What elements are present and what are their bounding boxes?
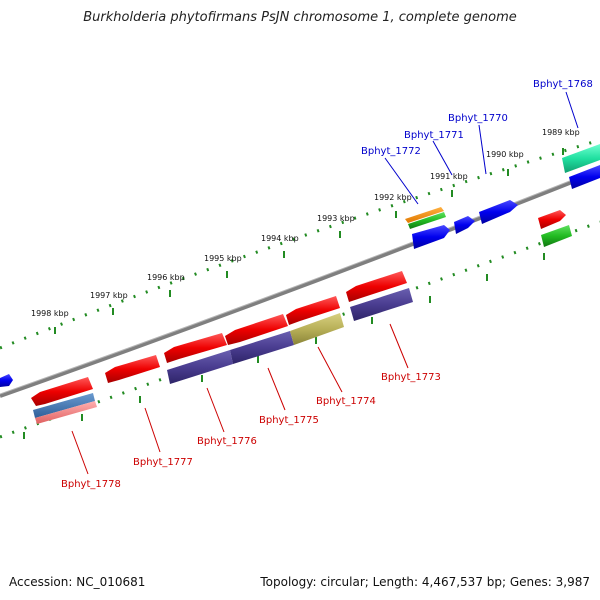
leader-lines — [71, 91, 579, 475]
gene-arrow-bphyt-1774-olive[interactable] — [290, 313, 344, 345]
inner-scale-ring — [0, 220, 600, 439]
gene-arrow-bphyt-1778-steel[interactable] — [33, 393, 95, 418]
leader-line — [206, 387, 225, 433]
tick-label: 1989 kbp — [542, 128, 580, 137]
major-ticks — [54, 148, 564, 334]
gene-label-bphyt-1776[interactable]: Bphyt_1776 — [197, 436, 257, 447]
tick-label: 1994 kbp — [261, 234, 299, 243]
gene-arrow-bphyt-1775[interactable] — [225, 314, 288, 345]
gene-arrow[interactable] — [0, 374, 13, 387]
gene-arrow-bphyt-1772[interactable] — [412, 225, 450, 249]
tick-label: 1998 kbp — [31, 309, 69, 318]
tick-label: 1992 kbp — [374, 193, 412, 202]
gene-arrow-bphyt-1768[interactable] — [562, 144, 600, 173]
tick-label: 1990 kbp — [486, 150, 524, 159]
genome-title: Burkholderia phytofirmans PsJN chromosom… — [83, 10, 517, 25]
leader-line — [144, 407, 161, 453]
leader-line — [384, 157, 419, 205]
tick-labels: 1998 kbp 1997 kbp 1996 kbp 1995 kbp 1994… — [31, 128, 580, 318]
accession-text: Accession: NC_010681 — [9, 575, 146, 589]
minus-strand-genes — [31, 271, 413, 424]
gene-label-bphyt-1768[interactable]: Bphyt_1768 — [533, 79, 593, 90]
tick-label: 1997 kbp — [90, 291, 128, 300]
gene-arrow-bphyt-1769[interactable] — [538, 210, 566, 229]
gene-arrow-blue-right[interactable] — [569, 165, 600, 189]
leader-line — [565, 91, 579, 129]
gene-arrow-bphyt-1776-navy[interactable] — [167, 350, 233, 384]
gene-label-bphyt-1774[interactable]: Bphyt_1774 — [316, 396, 376, 407]
tick-label: 1993 kbp — [317, 214, 355, 223]
gene-arrow-bphyt-1773[interactable] — [346, 271, 407, 302]
gene-arrow-bphyt-1778[interactable] — [31, 377, 93, 406]
tick-label: 1996 kbp — [147, 273, 185, 282]
gene-arrow-bphyt-1771[interactable] — [454, 216, 475, 234]
gene-label-bphyt-1773[interactable]: Bphyt_1773 — [381, 372, 441, 383]
tick-label: 1995 kbp — [204, 254, 242, 263]
gene-arrow-green-small[interactable] — [541, 225, 572, 247]
gene-arrow-bphyt-1775-navy[interactable] — [230, 331, 294, 364]
gene-label-bphyt-1771[interactable]: Bphyt_1771 — [404, 130, 464, 141]
genome-summary-text: Topology: circular; Length: 4,467,537 bp… — [260, 575, 590, 589]
gene-label-bphyt-1772[interactable]: Bphyt_1772 — [361, 146, 421, 157]
leader-line — [389, 323, 409, 369]
gene-arrow-bphyt-1776[interactable] — [164, 333, 227, 363]
gene-labels: Bphyt_1768 Bphyt_1770 Bphyt_1771 Bphyt_1… — [61, 79, 593, 490]
leader-line — [478, 124, 487, 175]
leader-line — [267, 367, 286, 411]
chromosome-backbone-highlight — [0, 168, 600, 395]
tick-label: 1991 kbp — [430, 172, 468, 181]
gene-arrow-bphyt-1778-pink[interactable] — [35, 401, 97, 424]
leader-line — [71, 430, 89, 475]
gene-label-bphyt-1770[interactable]: Bphyt_1770 — [448, 113, 508, 124]
gene-arrow-bphyt-1772-orange[interactable] — [405, 207, 444, 223]
gene-arrow-bphyt-1770[interactable] — [479, 200, 518, 224]
leader-line — [432, 140, 453, 176]
inner-major-ticks — [23, 253, 545, 439]
gene-arrow-bphyt-1777[interactable] — [105, 355, 160, 383]
outer-scale-ring — [0, 138, 600, 350]
gene-label-bphyt-1777[interactable]: Bphyt_1777 — [133, 457, 193, 468]
gene-arrow-bphyt-1773-navy[interactable] — [350, 288, 413, 321]
gene-arrow-bphyt-1774[interactable] — [286, 296, 340, 325]
gene-label-bphyt-1775[interactable]: Bphyt_1775 — [259, 415, 319, 426]
gene-arrow-bphyt-1772-green[interactable] — [408, 212, 446, 229]
leader-line — [317, 346, 343, 393]
plus-strand-genes — [0, 144, 600, 387]
gene-label-bphyt-1778[interactable]: Bphyt_1778 — [61, 479, 121, 490]
